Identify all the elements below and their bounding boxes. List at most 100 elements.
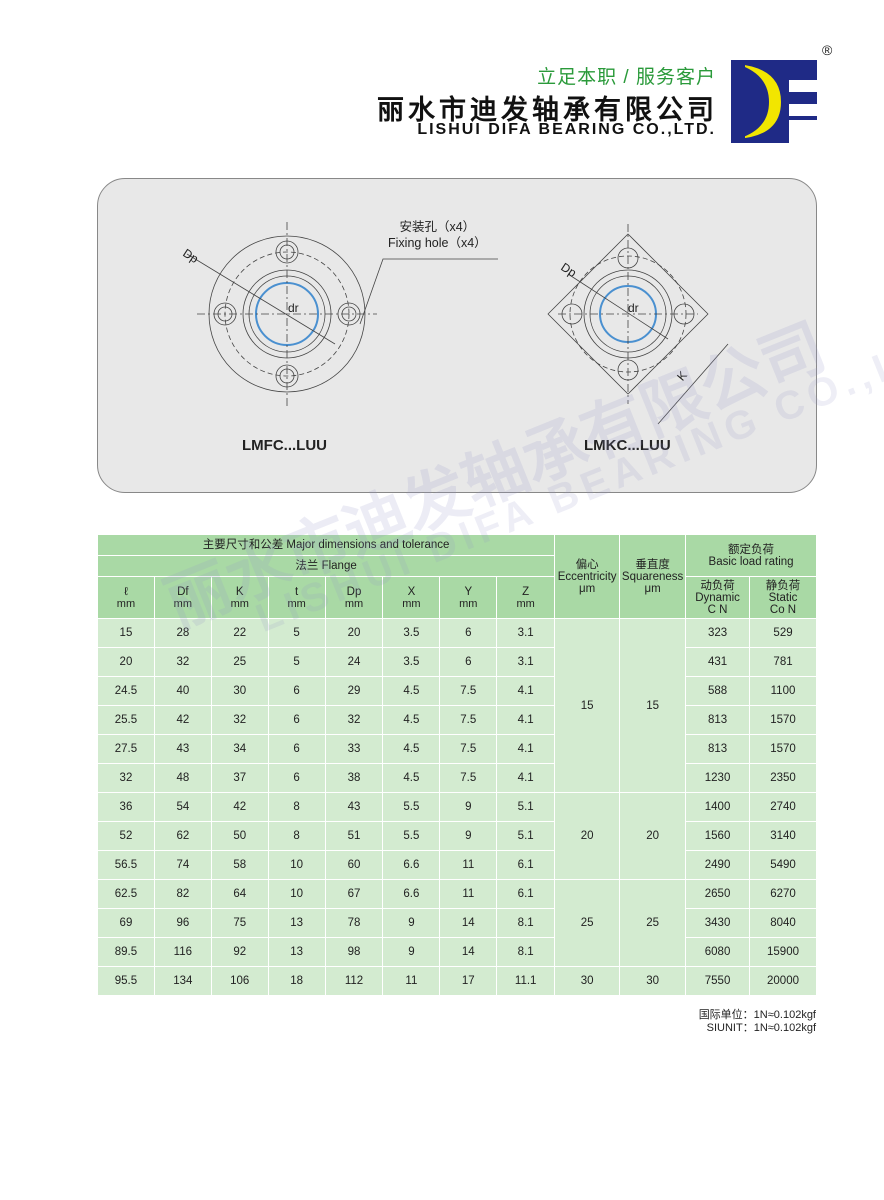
table-cell: 106: [210, 966, 269, 996]
dynamic-load-cell: 2490: [685, 850, 751, 880]
table-row: 69 96 75 13 78 9 14 8.1 3430 8040: [97, 908, 817, 938]
table-cell: 10: [267, 850, 326, 880]
text: 垂直度: [635, 558, 670, 571]
static-load-cell: 1100: [749, 676, 817, 706]
table-cell: 11.1: [496, 966, 556, 996]
text: Z: [522, 585, 530, 598]
table-cell: 29: [324, 676, 384, 706]
table-cell: 32: [324, 705, 384, 735]
table-cell: 3.5: [382, 647, 441, 677]
table-cell: 48: [153, 763, 212, 793]
table-row: 27.5 43 34 6 33 4.5 7.5 4.1 813 1570: [97, 734, 817, 764]
table-cell: 11: [439, 850, 498, 880]
text: Static: [768, 591, 798, 604]
table-cell: 22: [210, 618, 269, 648]
table-cell: 58: [210, 850, 269, 880]
text: 静负荷: [765, 579, 801, 592]
table-cell: 5: [267, 618, 326, 648]
table-cell: 3.5: [382, 618, 441, 648]
text: mm: [230, 597, 249, 610]
squareness-cell: 30: [619, 966, 687, 996]
text: mm: [173, 597, 192, 610]
table-cell: 50: [210, 821, 269, 851]
table-cell: 43: [324, 792, 384, 822]
table-cell: 25.5: [97, 705, 155, 735]
table-cell: 95.5: [97, 966, 155, 996]
table-row: 15 28 22 5 20 3.5 6 3.1 15 15 323 529: [97, 618, 817, 793]
table-cell: 3.1: [496, 618, 556, 648]
table-cell: 7.5: [439, 676, 498, 706]
table-row: 36 54 42 8 43 5.5 9 5.1 20 20 1400 2740: [97, 792, 817, 880]
company-name-cn: 丽水市迪发轴承有限公司: [377, 95, 718, 125]
table-cell: 134: [153, 966, 212, 996]
table-cell: 7.5: [439, 734, 498, 764]
table-cell: 4.1: [496, 763, 556, 793]
table-cell: 40: [153, 676, 212, 706]
table-cell: 38: [324, 763, 384, 793]
text: Y: [464, 585, 473, 598]
table-row: 56.5 74 58 10 60 6.6 11 6.1 2490 5490: [97, 850, 817, 880]
table-cell: 7.5: [439, 763, 498, 793]
dynamic-load-cell: 7550: [685, 966, 751, 996]
table-cell: 4.1: [496, 705, 556, 735]
table-cell: 96: [153, 908, 212, 938]
table-cell: 78: [324, 908, 384, 938]
table-cell: 4.1: [496, 734, 556, 764]
text: mm: [516, 597, 535, 610]
table-cell: 112: [324, 966, 384, 996]
text: Dp: [346, 585, 362, 598]
dynamic-load-cell: 1230: [685, 763, 751, 793]
table-cell: 6: [267, 734, 326, 764]
table-cell: 10: [267, 879, 326, 909]
eccentricity-cell: 30: [554, 966, 621, 996]
table-cell: 6: [439, 618, 498, 648]
table-cell: 30: [210, 676, 269, 706]
table-cell: 6.1: [496, 850, 556, 880]
table-cell: 4.5: [382, 676, 441, 706]
text: K: [235, 585, 244, 598]
text: Eccentricity: [557, 570, 617, 583]
dynamic-load-cell: 588: [685, 676, 751, 706]
note-cn: 国际单位：1N≈0.102kgf: [698, 1009, 816, 1021]
table-row: 32 48 37 6 38 4.5 7.5 4.1 1230 2350: [97, 763, 817, 793]
table-row: 52 62 50 8 51 5.5 9 5.1 1560 3140: [97, 821, 817, 851]
table-row: 20 32 25 5 24 3.5 6 3.1 431 781: [97, 647, 817, 677]
table-cell: 98: [324, 937, 384, 967]
text: mm: [344, 597, 364, 610]
text: mm: [287, 597, 306, 610]
table-cell: 14: [439, 908, 498, 938]
text: X: [407, 585, 416, 598]
dynamic-load-cell: 1400: [685, 792, 751, 822]
ecc-header: 偏心 Eccentricity μm: [554, 534, 621, 619]
table-cell: 51: [324, 821, 384, 851]
sta-header: 静负荷 Static Co N: [749, 576, 817, 619]
table-cell: 9: [382, 908, 441, 938]
text: 额定负荷: [728, 543, 775, 556]
text: mm: [116, 597, 136, 610]
table-cell: 32: [153, 647, 212, 677]
drawing-panel: Dp dr Dp dr K 安装孔（x4） Fixing hole（x4） LMF…: [97, 178, 817, 493]
table-cell: 6: [267, 676, 326, 706]
table-cell: 32: [97, 763, 155, 793]
note-en: SIUNIT：1N≈0.102kgf: [706, 1022, 816, 1034]
text: ℓ: [124, 585, 128, 598]
text: μm: [579, 582, 596, 595]
table-cell: 8.1: [496, 937, 556, 967]
static-load-cell: 6270: [749, 879, 817, 909]
table-cell: 20: [97, 647, 155, 677]
table-row: 24.5 40 30 6 29 4.5 7.5 4.1 588 1100: [97, 676, 817, 706]
table-cell: 11: [382, 966, 441, 996]
col-header: t mm: [267, 576, 326, 619]
fixing-hole-en: Fixing hole（x4）: [388, 236, 487, 250]
model-lmfc: LMFC...LUU: [242, 437, 327, 454]
table-cell: 69: [97, 908, 155, 938]
static-load-cell: 781: [749, 647, 817, 677]
table-cell: 3.1: [496, 647, 556, 677]
static-load-cell: 529: [749, 618, 817, 648]
table-cell: 75: [210, 908, 269, 938]
load-header: 额定负荷 Basic load rating: [685, 534, 817, 577]
table-cell: 33: [324, 734, 384, 764]
col-header: Dp mm: [324, 576, 384, 619]
